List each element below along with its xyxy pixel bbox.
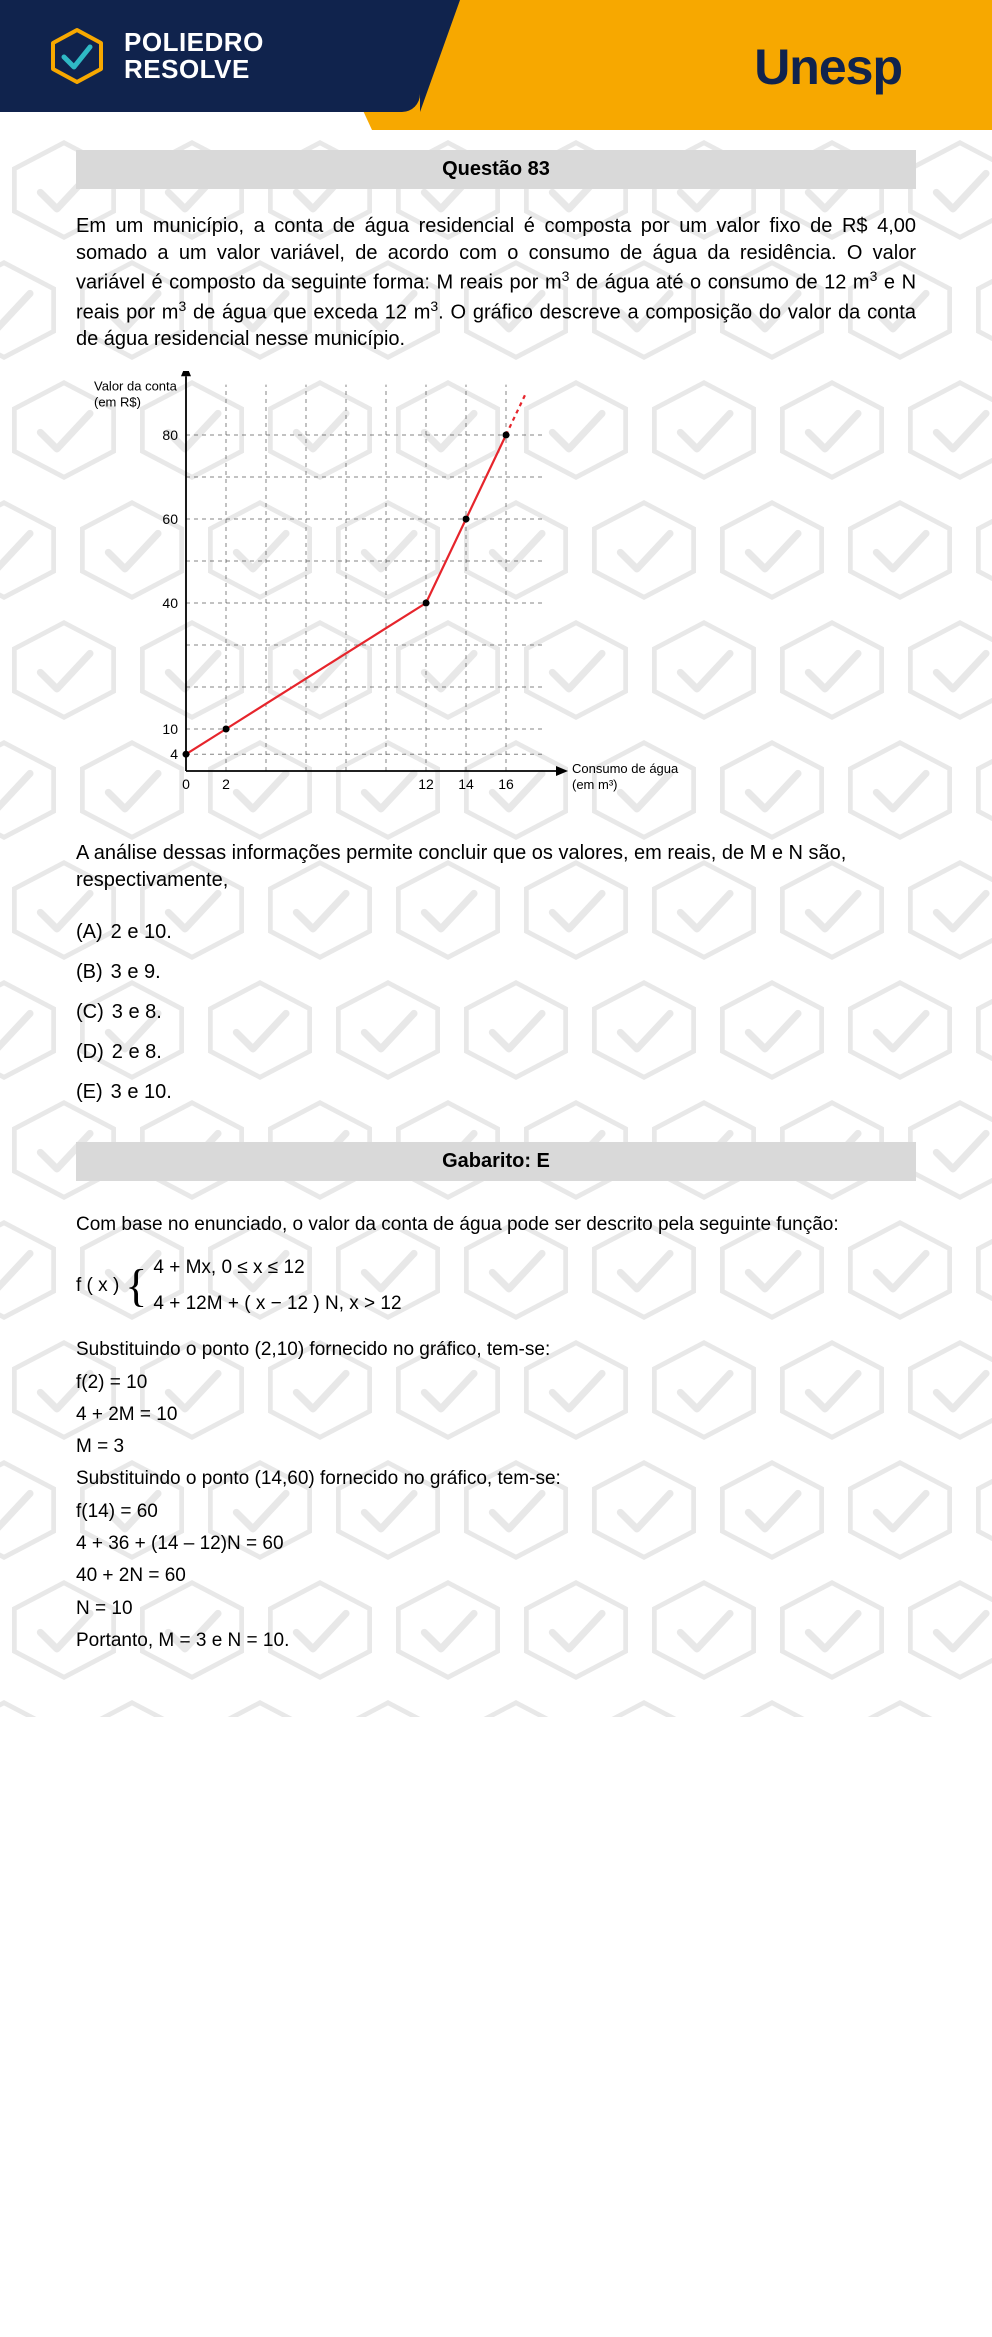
brand-line2: RESOLVE	[124, 56, 264, 83]
solution-line: f(2) = 10	[76, 1367, 916, 1399]
question-title: Questão 83	[76, 150, 916, 189]
option-text: 2 e 10.	[111, 912, 172, 952]
option-letter: (B)	[76, 952, 103, 992]
solution-line: Portanto, M = 3 e N = 10.	[76, 1625, 916, 1657]
svg-text:80: 80	[162, 427, 178, 443]
solution-line: 40 + 2N = 60	[76, 1560, 916, 1592]
svg-text:0: 0	[182, 776, 190, 792]
svg-text:(em m³): (em m³)	[572, 777, 618, 792]
svg-text:10: 10	[162, 721, 178, 737]
option-letter: (C)	[76, 992, 104, 1032]
solution-line: f(14) = 60	[76, 1496, 916, 1528]
svg-text:4: 4	[170, 747, 178, 763]
page-content: Questão 83 Em um município, a conta de á…	[0, 130, 992, 1717]
fn-case-1: 4 + Mx, 0 ≤ x ≤ 12	[153, 1252, 401, 1284]
left-brace-icon: {	[125, 1265, 147, 1306]
options-list: (A)2 e 10.(B)3 e 9.(C)3 e 8.(D)2 e 8.(E)…	[76, 912, 916, 1112]
solution-block: Com base no enunciado, o valor da conta …	[76, 1209, 916, 1657]
question-body: Em um município, a conta de água residen…	[76, 213, 916, 353]
svg-text:60: 60	[162, 511, 178, 527]
option: (A) 2 e 10.	[76, 912, 916, 952]
brand-text: POLIEDRO RESOLVE	[124, 29, 264, 84]
svg-text:2: 2	[222, 776, 230, 792]
option: (D) 2 e 8.	[76, 1032, 916, 1072]
exam-name: Unesp	[754, 38, 902, 96]
option-text: 3 e 8.	[112, 992, 162, 1032]
chart-container: 4 10 40 60 80 0 2 12 14 16 Valor da conta(em R$) Co…	[76, 371, 916, 816]
solution-line: Substituindo o ponto (2,10) fornecido no…	[76, 1334, 916, 1366]
page-header: POLIEDRO RESOLVE Unesp	[0, 0, 992, 130]
poliedro-badge-icon	[48, 27, 106, 85]
svg-text:16: 16	[498, 776, 514, 792]
solution-function: f ( x ) { 4 + Mx, 0 ≤ x ≤ 12 4 + 12M + (…	[76, 1252, 916, 1321]
svg-text:Consumo de água: Consumo de água	[572, 761, 679, 776]
option-text: 2 e 8.	[112, 1032, 162, 1072]
solution-intro: Com base no enunciado, o valor da conta …	[76, 1209, 916, 1241]
solution-line: N = 10	[76, 1593, 916, 1625]
option-letter: (D)	[76, 1032, 104, 1072]
svg-text:Valor da conta: Valor da conta	[94, 379, 178, 394]
fn-case-2: 4 + 12M + ( x − 12 ) N, x > 12	[153, 1288, 401, 1320]
header-blue-bg: POLIEDRO RESOLVE	[0, 0, 420, 112]
option: (B) 3 e 9.	[76, 952, 916, 992]
solution-line: 4 + 2M = 10	[76, 1399, 916, 1431]
solution-line: 4 + 36 + (14 – 12)N = 60	[76, 1528, 916, 1560]
option-text: 3 e 10.	[111, 1072, 172, 1112]
brand-line1: POLIEDRO	[124, 29, 264, 56]
option-letter: (A)	[76, 912, 103, 952]
option: (C) 3 e 8.	[76, 992, 916, 1032]
option-text: 3 e 9.	[111, 952, 161, 992]
solution-line: M = 3	[76, 1431, 916, 1463]
question-post-chart: A análise dessas informações permite con…	[76, 840, 916, 894]
svg-text:14: 14	[458, 776, 474, 792]
solution-line: Substituindo o ponto (14,60) fornecido n…	[76, 1463, 916, 1495]
option-letter: (E)	[76, 1072, 103, 1112]
answer-key: Gabarito: E	[76, 1142, 916, 1181]
option: (E) 3 e 10.	[76, 1072, 916, 1112]
water-bill-chart: 4 10 40 60 80 0 2 12 14 16 Valor da conta(em R$) Co…	[76, 371, 696, 811]
svg-text:(em R$): (em R$)	[94, 395, 141, 410]
svg-text:12: 12	[418, 776, 434, 792]
fn-label: f ( x )	[76, 1270, 119, 1302]
svg-text:40: 40	[162, 595, 178, 611]
